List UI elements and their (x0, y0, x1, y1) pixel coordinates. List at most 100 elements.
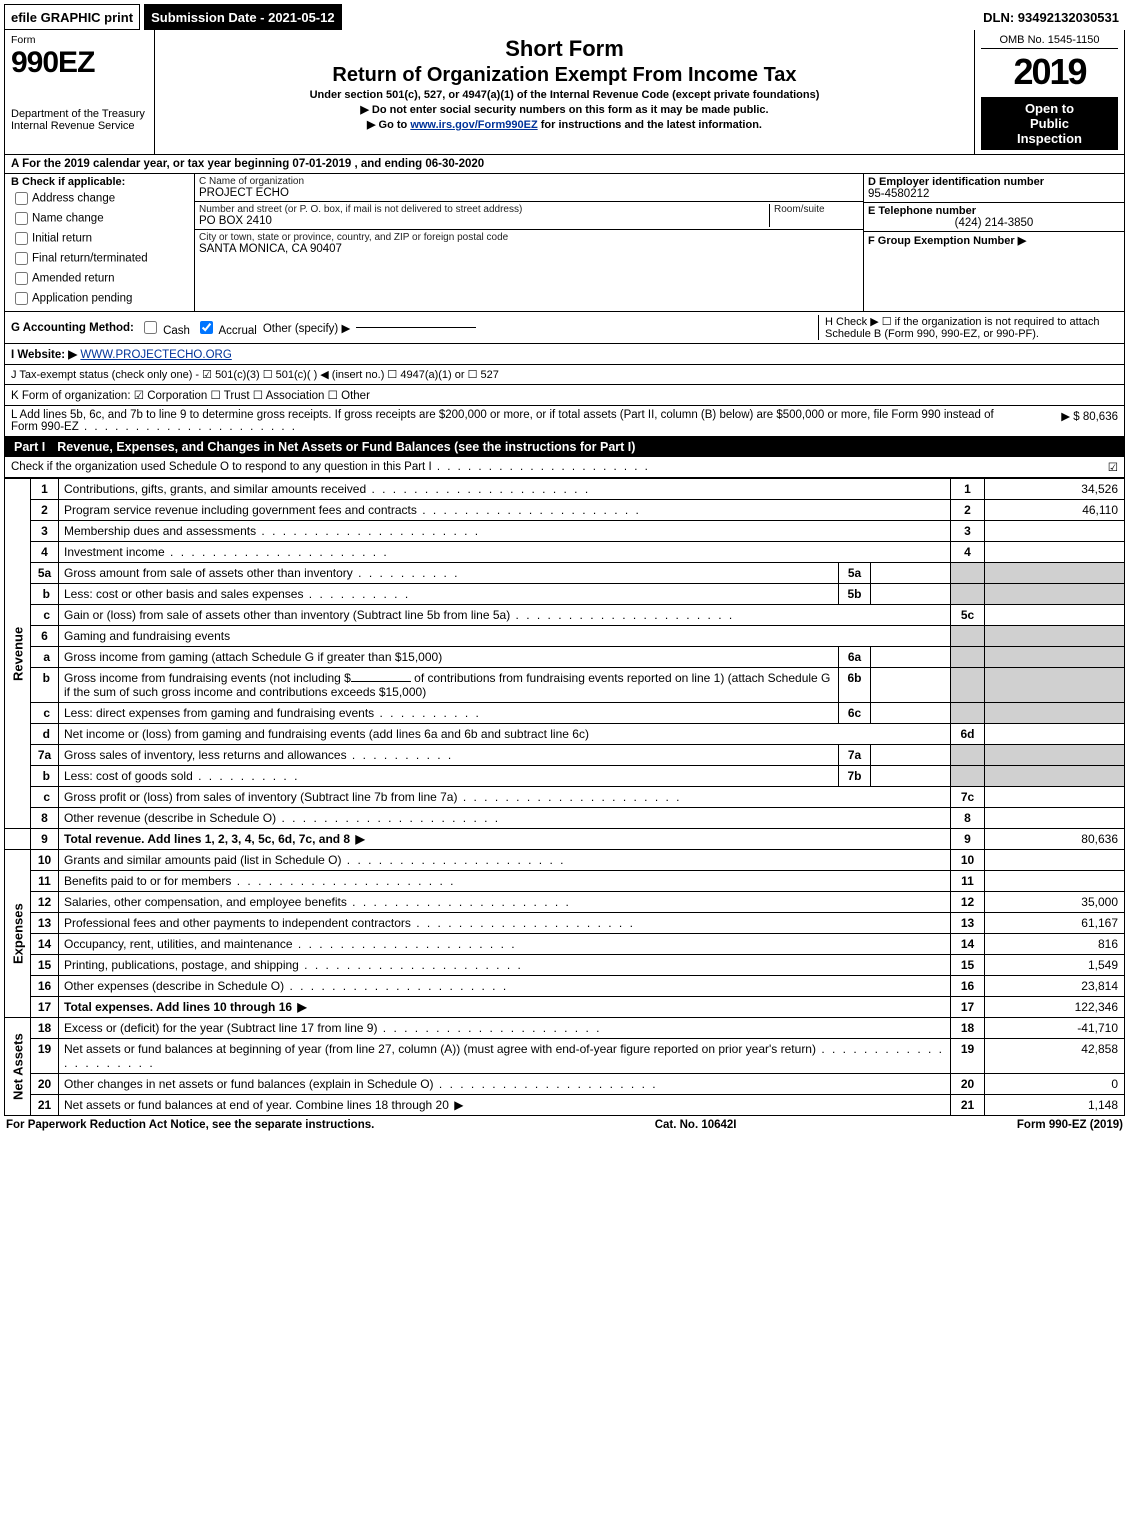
val-12: 35,000 (985, 892, 1125, 913)
row-7a: 7aGross sales of inventory, less returns… (5, 745, 1125, 766)
spacer (346, 4, 974, 30)
ein: 95-4580212 (868, 188, 1120, 200)
chk-address-change[interactable]: Address change (11, 189, 188, 208)
num-17: 17 (951, 997, 985, 1018)
row-g-h: G Accounting Method: Cash Accrual Other … (4, 312, 1125, 344)
section-revenue: Revenue (5, 479, 31, 829)
val-21: 1,148 (985, 1095, 1125, 1116)
box-d: D Employer identification number 95-4580… (864, 174, 1124, 203)
val-19: 42,858 (985, 1039, 1125, 1074)
shadev-6a (985, 647, 1125, 668)
row-5c: cGain or (loss) from sale of assets othe… (5, 605, 1125, 626)
open-to-public: Open to Public Inspection (981, 97, 1118, 150)
desc-9: Total revenue. Add lines 1, 2, 3, 4, 5c,… (59, 829, 951, 850)
mini-6c: 6c (839, 703, 871, 724)
shadev-5b (985, 584, 1125, 605)
form-header: Form 990EZ Department of the Treasury In… (4, 30, 1125, 155)
row-20: 20Other changes in net assets or fund ba… (5, 1074, 1125, 1095)
shadev-6 (985, 626, 1125, 647)
lbl-phone: E Telephone number (868, 205, 1120, 217)
box-e: E Telephone number (424) 214-3850 (864, 203, 1124, 232)
box-b: B Check if applicable: Address change Na… (5, 174, 195, 311)
val-15: 1,549 (985, 955, 1125, 976)
desc-7c: Gross profit or (loss) from sales of inv… (59, 787, 951, 808)
part1-check-row: Check if the organization used Schedule … (4, 457, 1125, 478)
row-11: 11Benefits paid to or for members11 (5, 871, 1125, 892)
open1: Open to (983, 101, 1116, 116)
g-label: G Accounting Method: (11, 322, 134, 334)
box-f: F Group Exemption Number ▶ (864, 232, 1124, 249)
org-name: PROJECT ECHO (199, 187, 859, 199)
desc-17: Total expenses. Add lines 10 through 16 (59, 997, 951, 1018)
chk-initial-return[interactable]: Initial return (11, 229, 188, 248)
chk-cash[interactable]: Cash (140, 318, 190, 337)
desc-6: Gaming and fundraising events (59, 626, 951, 647)
row-i: I Website: ▶ WWW.PROJECTECHO.ORG (4, 344, 1125, 365)
box-def: D Employer identification number 95-4580… (864, 174, 1124, 311)
shade-7b (951, 766, 985, 787)
row-8: 8Other revenue (describe in Schedule O)8 (5, 808, 1125, 829)
6b-pre: Gross income from fundraising events (no… (64, 671, 351, 685)
box-c: C Name of organization PROJECT ECHO Numb… (195, 174, 864, 311)
desc-11: Benefits paid to or for members (59, 871, 951, 892)
mini-5b: 5b (839, 584, 871, 605)
row-12: 12Salaries, other compensation, and empl… (5, 892, 1125, 913)
num-5c: 5c (951, 605, 985, 626)
irs-label: Internal Revenue Service (11, 120, 148, 132)
row-10: Expenses 10Grants and similar amounts pa… (5, 850, 1125, 871)
row-1: Revenue 1Contributions, gifts, grants, a… (5, 479, 1125, 500)
num-9: 9 (951, 829, 985, 850)
addr-cell: Number and street (or P. O. box, if mail… (195, 202, 863, 230)
row-16: 16Other expenses (describe in Schedule O… (5, 976, 1125, 997)
open2: Public (983, 116, 1116, 131)
website-link[interactable]: WWW.PROJECTECHO.ORG (80, 349, 231, 361)
row-17: 17Total expenses. Add lines 10 through 1… (5, 997, 1125, 1018)
num-4: 4 (951, 542, 985, 563)
title-short-form: Short Form (161, 36, 968, 62)
g-other: Other (specify) ▶ (263, 321, 350, 335)
shadev-7b (985, 766, 1125, 787)
chk-accrual[interactable]: Accrual (196, 318, 257, 337)
row-6d: dNet income or (loss) from gaming and fu… (5, 724, 1125, 745)
chk-application-pending[interactable]: Application pending (11, 289, 188, 308)
part1-checkmark: ☑ (1108, 460, 1118, 474)
val-9: 80,636 (985, 829, 1125, 850)
val-17: 122,346 (985, 997, 1125, 1018)
num-14: 14 (951, 934, 985, 955)
section-net-assets: Net Assets (5, 1018, 31, 1116)
mini-7b: 7b (839, 766, 871, 787)
desc-5a: Gross amount from sale of assets other t… (59, 563, 839, 584)
chk-label: Application pending (32, 293, 132, 305)
irs-link[interactable]: www.irs.gov/Form990EZ (410, 119, 537, 131)
city-state-zip: SANTA MONICA, CA 90407 (199, 243, 859, 255)
val-20: 0 (985, 1074, 1125, 1095)
open3: Inspection (983, 131, 1116, 146)
row-4: 4Investment income4 (5, 542, 1125, 563)
row-6: 6Gaming and fundraising events (5, 626, 1125, 647)
num-15: 15 (951, 955, 985, 976)
desc-16: Other expenses (describe in Schedule O) (59, 976, 951, 997)
section-expenses: Expenses (5, 850, 31, 1018)
omb-number: OMB No. 1545-1150 (981, 34, 1118, 49)
i-label: I Website: ▶ (11, 349, 77, 361)
mini-7a: 7a (839, 745, 871, 766)
lbl-street: Number and street (or P. O. box, if mail… (199, 204, 769, 215)
shadev-6c (985, 703, 1125, 724)
mini-6b: 6b (839, 668, 871, 703)
minival-5b (871, 584, 951, 605)
chk-label: Name change (32, 213, 104, 225)
dept-treasury: Department of the Treasury (11, 108, 148, 120)
h-box: H Check ▶ ☐ if the organization is not r… (818, 315, 1118, 340)
row-7b: bLess: cost of goods sold7b (5, 766, 1125, 787)
desc-6b: Gross income from fundraising events (no… (59, 668, 839, 703)
lbl-accrual: Accrual (219, 325, 257, 337)
chk-amended-return[interactable]: Amended return (11, 269, 188, 288)
desc-3: Membership dues and assessments (59, 521, 951, 542)
box-b-title: B Check if applicable: (11, 176, 188, 188)
chk-name-change[interactable]: Name change (11, 209, 188, 228)
chk-final-return[interactable]: Final return/terminated (11, 249, 188, 268)
minival-6a (871, 647, 951, 668)
shadev-7a (985, 745, 1125, 766)
lbl-city: City or town, state or province, country… (199, 232, 859, 243)
row-2: 2Program service revenue including gover… (5, 500, 1125, 521)
